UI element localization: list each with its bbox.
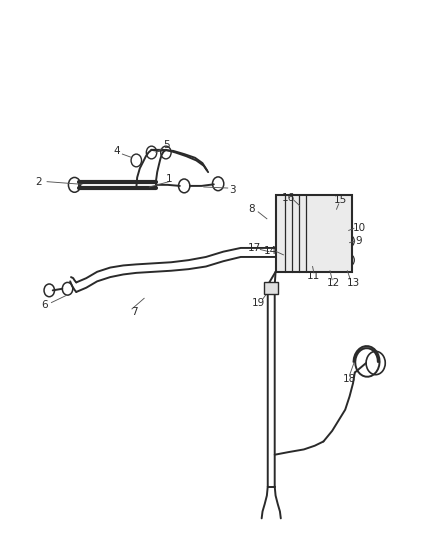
Text: 15: 15 — [333, 195, 346, 205]
Circle shape — [314, 235, 324, 247]
Circle shape — [332, 254, 341, 266]
Bar — [264, 282, 278, 294]
Text: 18: 18 — [343, 374, 356, 384]
Text: 1: 1 — [166, 174, 172, 184]
Text: 6: 6 — [42, 300, 48, 310]
Circle shape — [345, 254, 354, 266]
Circle shape — [345, 235, 354, 247]
Circle shape — [297, 235, 307, 247]
Text: 5: 5 — [163, 140, 170, 150]
Text: 17: 17 — [248, 243, 261, 253]
Circle shape — [314, 254, 324, 266]
Text: 12: 12 — [326, 278, 339, 288]
Circle shape — [279, 254, 289, 266]
Text: 3: 3 — [229, 184, 235, 195]
Text: 11: 11 — [307, 271, 321, 281]
Text: 19: 19 — [251, 297, 265, 308]
Text: 7: 7 — [131, 306, 138, 317]
Text: 13: 13 — [346, 278, 360, 288]
Bar — [276, 195, 352, 272]
Text: 4: 4 — [113, 146, 120, 156]
Text: 16: 16 — [282, 192, 295, 203]
Text: 10: 10 — [353, 223, 366, 233]
Circle shape — [297, 254, 307, 266]
Circle shape — [279, 235, 289, 247]
Text: 8: 8 — [248, 204, 255, 214]
Text: 9: 9 — [356, 236, 363, 246]
Text: 2: 2 — [35, 176, 42, 187]
Text: 14: 14 — [264, 246, 277, 256]
Circle shape — [332, 235, 341, 247]
